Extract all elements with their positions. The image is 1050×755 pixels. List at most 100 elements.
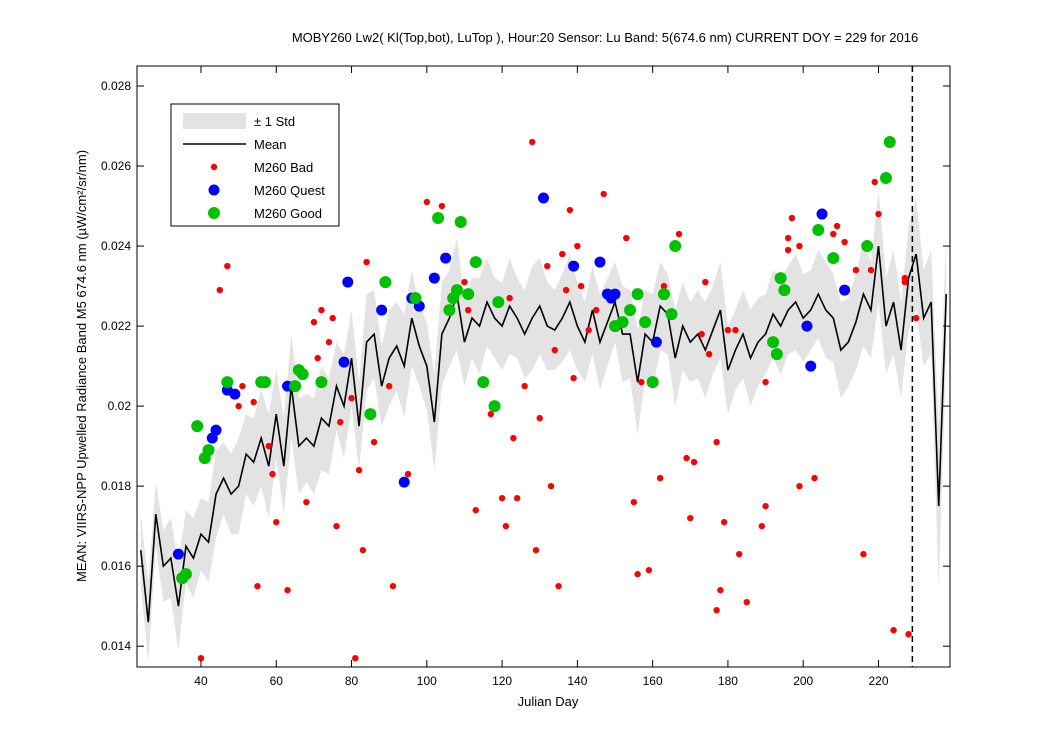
data-point (570, 374, 577, 382)
data-point (423, 198, 431, 206)
x-tick-label: 140 (567, 674, 587, 688)
y-axis-label: MEAN: VIIRS-NPP Upwelled Radiance Band M… (74, 150, 89, 582)
data-point (440, 252, 452, 264)
data-point (577, 282, 585, 290)
data-point (574, 242, 581, 250)
data-point (762, 378, 769, 386)
data-point (532, 546, 540, 554)
y-tick-label: 0.014 (101, 639, 131, 653)
data-point (235, 402, 242, 410)
data-point (224, 262, 231, 270)
data-point (827, 252, 840, 265)
y-tick-label: 0.016 (101, 559, 131, 573)
data-point (796, 482, 803, 490)
data-point (487, 410, 495, 418)
data-point (359, 546, 367, 554)
data-point (258, 376, 271, 389)
data-point (389, 582, 397, 590)
data-point (770, 348, 783, 361)
data-point (551, 346, 558, 354)
data-point (732, 326, 739, 334)
data-point (333, 522, 340, 530)
data-point (197, 654, 205, 662)
data-point (724, 326, 732, 334)
data-point (702, 278, 709, 286)
data-point (342, 276, 354, 288)
data-point (566, 206, 574, 214)
legend-label: Mean (254, 137, 287, 152)
data-point (438, 202, 446, 210)
x-tick-label: 220 (868, 674, 888, 688)
data-point (669, 240, 682, 253)
data-point (239, 382, 246, 390)
data-point (720, 518, 728, 526)
data-point (337, 418, 344, 426)
data-point (506, 294, 513, 302)
data-point (841, 238, 848, 246)
data-point (472, 506, 479, 514)
data-point (796, 242, 803, 250)
data-point (594, 256, 606, 268)
data-point (839, 284, 851, 296)
x-tick-label: 180 (718, 674, 738, 688)
data-point (385, 382, 393, 390)
data-point (600, 190, 607, 198)
data-point (852, 266, 860, 274)
y-tick-label: 0.022 (101, 319, 131, 333)
data-point (657, 288, 670, 301)
legend-swatch (208, 184, 220, 196)
data-point (315, 376, 328, 389)
data-point (830, 230, 837, 238)
data-point (428, 272, 440, 284)
legend: ± 1 Std Mean M260 Bad M260 Quest M260 Good (170, 103, 340, 227)
data-point (816, 208, 828, 220)
data-point (650, 336, 662, 348)
data-point (461, 278, 468, 286)
data-point (409, 292, 422, 305)
x-tick-label: 200 (793, 674, 813, 688)
data-point (762, 502, 769, 510)
x-tick-label: 60 (270, 674, 284, 688)
data-point (348, 394, 355, 402)
data-point (265, 442, 272, 450)
data-point (191, 420, 204, 433)
legend-label: M260 Bad (254, 160, 313, 175)
data-point (638, 378, 645, 386)
data-point (538, 192, 549, 204)
data-point (454, 216, 467, 229)
x-tick-label: 100 (417, 674, 437, 688)
data-point (404, 470, 412, 478)
data-point (544, 262, 551, 270)
data-point (221, 376, 234, 389)
data-point (875, 210, 882, 218)
data-point (250, 398, 257, 406)
data-point (788, 214, 796, 222)
data-point (555, 582, 562, 590)
data-point (310, 318, 318, 326)
data-point (338, 356, 350, 368)
data-point (559, 250, 566, 258)
data-point (325, 338, 333, 346)
data-point (296, 368, 309, 381)
data-point (216, 286, 224, 294)
data-point (713, 606, 720, 614)
data-point (717, 586, 724, 594)
data-point (774, 272, 787, 285)
y-tick-label: 0.02 (108, 399, 132, 413)
data-point (502, 522, 510, 530)
x-axis-label: Julian Day (518, 694, 579, 709)
data-point (376, 304, 388, 316)
data-point (289, 380, 302, 393)
data-point (805, 360, 817, 372)
y-tick-label: 0.024 (101, 239, 131, 253)
legend-swatch (210, 163, 218, 171)
y-tick-label: 0.018 (101, 479, 131, 493)
data-point (379, 276, 392, 289)
data-point (329, 314, 336, 322)
data-point (656, 474, 664, 482)
data-point (513, 494, 521, 502)
data-point (547, 482, 555, 490)
data-point (355, 466, 363, 474)
data-point (784, 246, 792, 254)
data-point (690, 458, 698, 466)
